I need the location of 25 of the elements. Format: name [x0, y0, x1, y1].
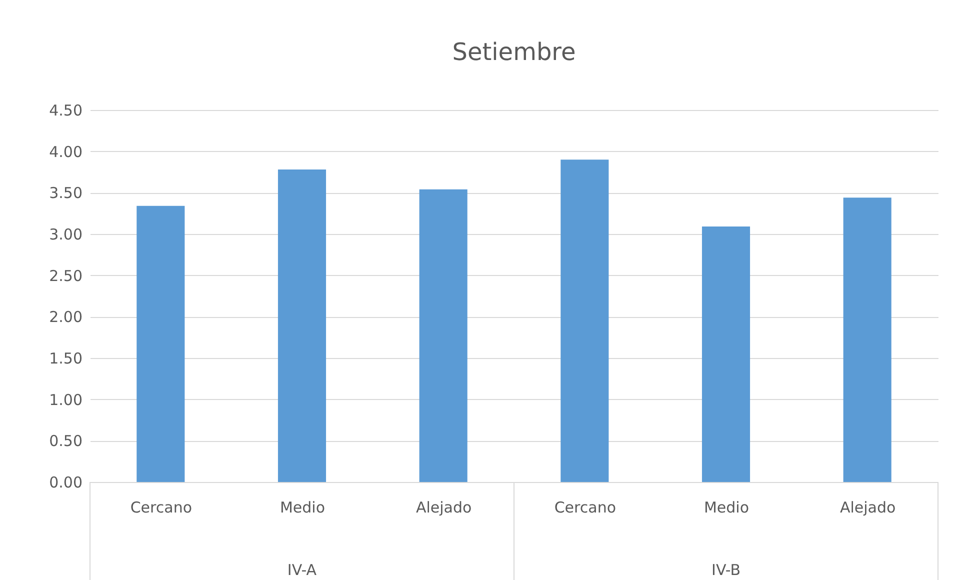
bar: [278, 170, 326, 482]
x-tick-label: Cercano: [130, 498, 192, 516]
bar: [560, 160, 609, 482]
y-tick-label: 0.50: [49, 432, 82, 450]
x-tick-label: Alejado: [840, 498, 896, 516]
chart-title: Setiembre: [452, 38, 576, 66]
bar: [843, 198, 892, 482]
text: IV-A: [287, 561, 318, 579]
x-tick-label: Cercano: [554, 498, 616, 516]
bar: [702, 226, 750, 482]
y-tick-label: 1.00: [49, 390, 82, 409]
text: IV-B: [712, 561, 740, 579]
y-tick-label: 2.50: [49, 266, 82, 285]
bar: [419, 189, 468, 482]
x-tick-label: Alejado: [416, 498, 472, 516]
bar: [136, 206, 185, 482]
y-tick-label: 0.00: [49, 474, 82, 492]
y-tick-label: 3.50: [49, 184, 82, 202]
x-tick-label: Medio: [704, 498, 750, 516]
x-tick-label: Medio: [280, 498, 326, 516]
y-tick-label: 3.00: [49, 226, 82, 244]
y-tick-label: 4.50: [49, 102, 82, 120]
y-tick-label: 1.50: [49, 350, 82, 368]
y-tick-label: 4.00: [49, 142, 82, 161]
y-tick-label: 2.00: [49, 308, 82, 326]
